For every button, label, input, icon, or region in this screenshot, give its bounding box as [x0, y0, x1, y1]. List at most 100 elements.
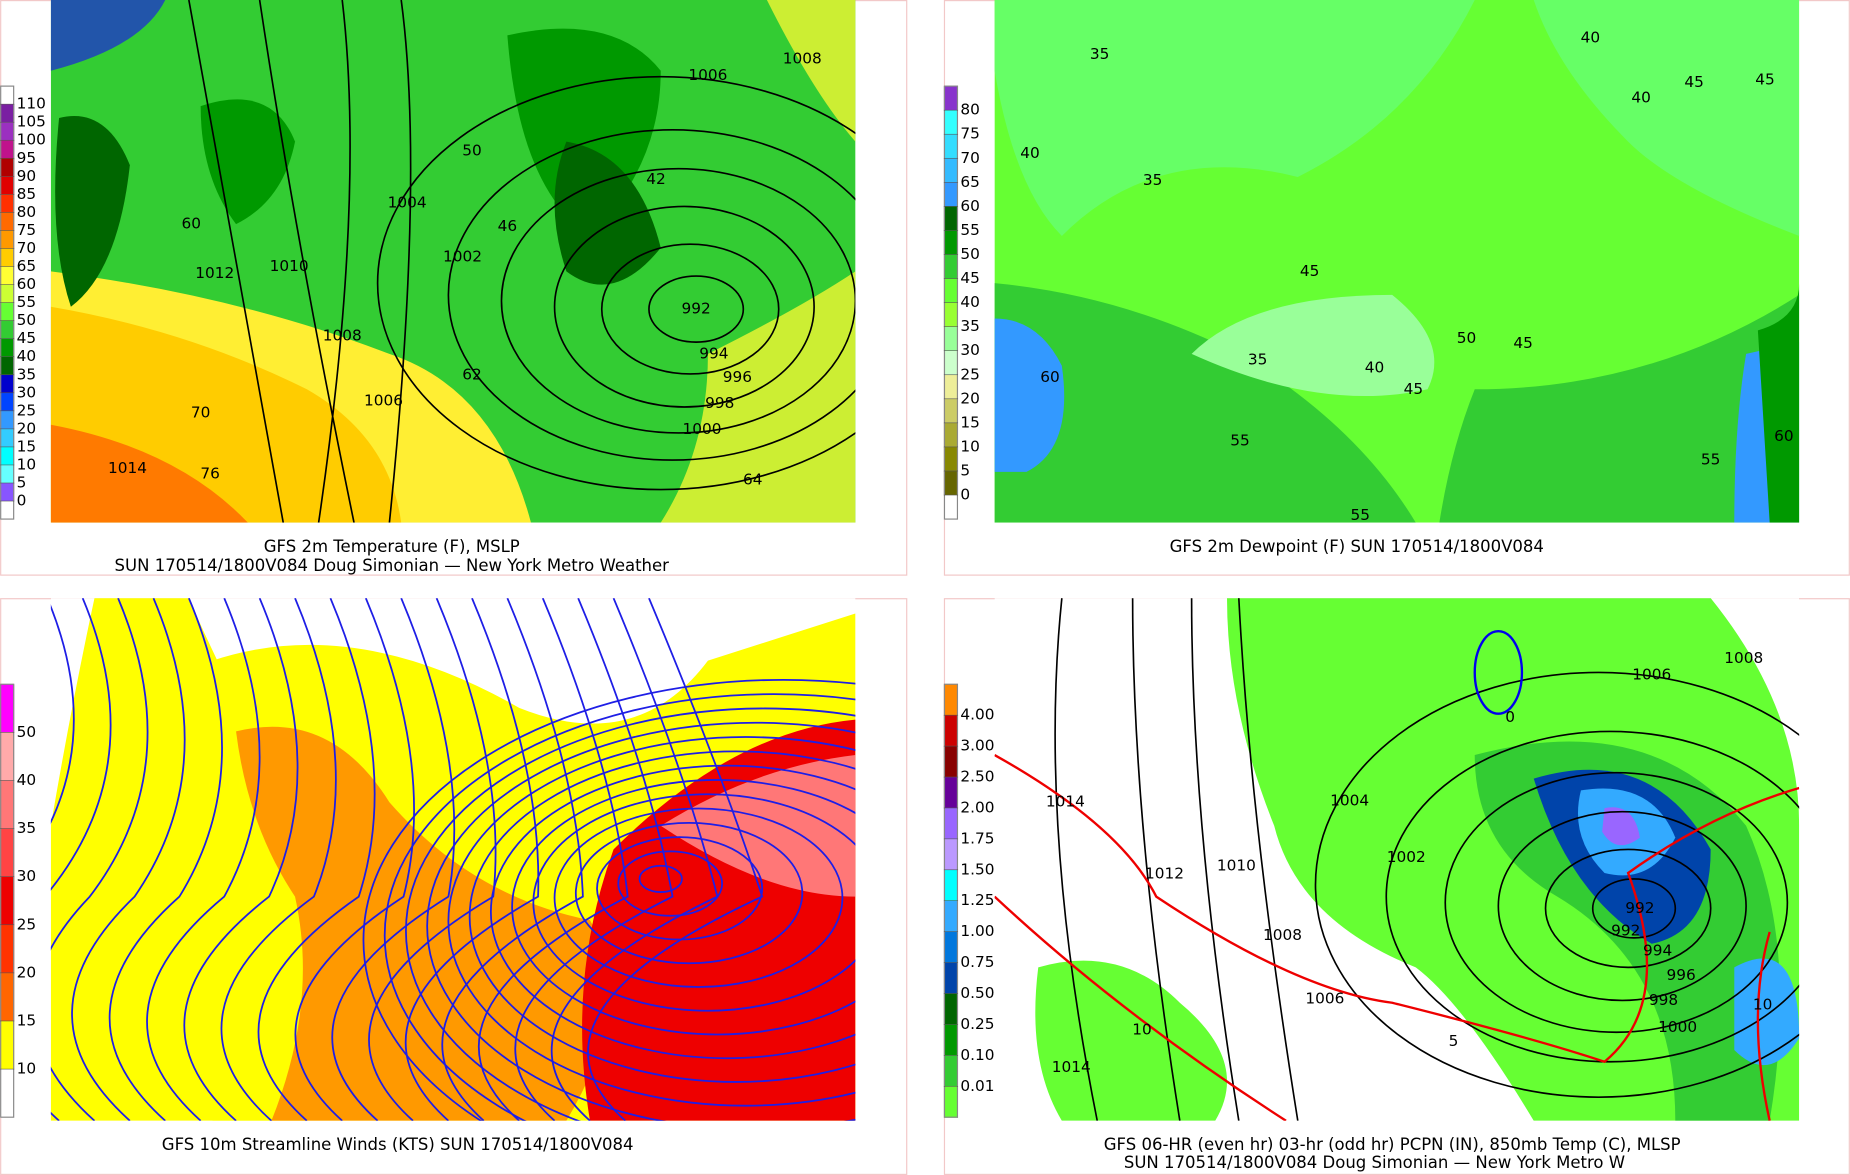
colorbar-label: 0 — [17, 492, 27, 510]
panel-caption: SUN 170514/1800V084 Doug Simonian — New … — [115, 556, 670, 575]
colorbar-label: 40 — [960, 293, 980, 311]
streamline — [478, 598, 629, 1121]
colorbar-band — [943, 110, 959, 135]
colorbar-band — [943, 777, 959, 809]
colorbar-band — [0, 446, 15, 466]
streamline — [383, 693, 856, 1121]
contour-label: 45 — [1300, 262, 1320, 280]
contour-label: 5 — [1449, 1032, 1459, 1050]
colorbar-band — [943, 869, 959, 902]
colorbar-label: 75 — [960, 125, 980, 143]
colorbar-band — [0, 1020, 15, 1070]
colorbar-label: 15 — [17, 437, 37, 455]
streamline — [331, 598, 456, 1121]
colorbar-band — [0, 338, 15, 358]
colorbar-band — [0, 392, 15, 412]
colorbar-label: 20 — [17, 419, 37, 437]
colorbar-label: 40 — [17, 347, 37, 365]
colorbar-label: 2.00 — [960, 798, 994, 816]
colorbar-band — [0, 410, 15, 430]
colorbar-label: 0.75 — [960, 953, 994, 971]
contour-label: 55 — [1701, 451, 1721, 469]
colorbar-label: 15 — [17, 1011, 37, 1029]
colorbar-band — [0, 122, 15, 141]
colorbar-label: 20 — [17, 963, 37, 981]
contour-label: 0 — [1505, 708, 1515, 726]
panel-caption: SUN 170514/1800V084 Doug Simonian — New … — [1124, 1153, 1625, 1172]
streamline — [550, 598, 719, 1121]
streamline — [50, 598, 149, 1121]
streamline — [468, 750, 856, 1083]
contour-label: 1004 — [1330, 792, 1369, 810]
colorbar-band — [943, 715, 959, 747]
contour-label: 62 — [462, 366, 482, 384]
streamline — [71, 598, 186, 1121]
streamline — [514, 598, 674, 1121]
colorbar-band — [0, 428, 15, 448]
contour-label: 35 — [1143, 171, 1163, 189]
contour-label: 55 — [1351, 506, 1371, 524]
streamline — [220, 598, 337, 1121]
colorbar-band — [943, 158, 959, 183]
streamline — [183, 598, 299, 1121]
colorbar-band — [943, 182, 959, 207]
contour-label: 1002 — [443, 248, 482, 266]
contour-label: 10 — [1753, 996, 1773, 1014]
contour-label: 40 — [1365, 359, 1385, 377]
streamline — [294, 598, 415, 1121]
contour-label: 60 — [1774, 427, 1794, 445]
colorbar-band — [943, 446, 959, 472]
streamline — [490, 764, 856, 1060]
colorbar-label: 0.01 — [960, 1077, 994, 1095]
contour-label: 1004 — [388, 193, 427, 211]
contour-label: 1010 — [1217, 856, 1256, 874]
contour-label: 994 — [699, 344, 728, 362]
contour-label: 1000 — [1658, 1018, 1697, 1036]
colorbar-band — [0, 684, 15, 733]
colorbar-label: 10 — [17, 455, 37, 473]
isobars — [1054, 598, 1800, 1121]
streamline — [405, 707, 856, 1121]
streamline — [617, 850, 723, 917]
colorbar-band — [0, 302, 15, 322]
contour-label: 1006 — [688, 66, 727, 84]
colorbar-band — [0, 501, 15, 520]
panel-caption: GFS 06-HR (even hr) 03-hr (odd hr) PCPN … — [1104, 1135, 1681, 1154]
colorbar-band — [0, 924, 15, 974]
contour-label: 1006 — [364, 392, 403, 410]
colorbar-band — [0, 1069, 15, 1118]
contour-label: 10 — [1132, 1020, 1152, 1038]
colorbar-label: 3.00 — [960, 737, 994, 755]
contour-label: 1012 — [195, 264, 234, 282]
colorbar-band — [943, 684, 959, 716]
colorbar-band — [943, 254, 959, 280]
isotherms — [994, 629, 1800, 1121]
colorbar-label: 10 — [17, 1060, 37, 1078]
colorbar-label: 35 — [960, 317, 980, 335]
colorbar-label: 25 — [17, 401, 37, 419]
colorbar-band — [943, 900, 959, 933]
colorbar-band — [0, 194, 15, 213]
isobars — [188, 0, 856, 523]
colorbar-label: 1.25 — [960, 891, 994, 909]
colorbar-label: 50 — [960, 245, 980, 263]
panel-caption: GFS 2m Temperature (F), MSLP — [264, 537, 520, 556]
colorbar-band — [0, 248, 15, 268]
colorbar-label: 0.10 — [960, 1046, 994, 1064]
colorbar-band — [0, 972, 15, 1022]
colorbar-band — [0, 140, 15, 159]
colorbar-band — [943, 374, 959, 400]
colorbar-band — [943, 993, 959, 1026]
colorbar-band — [943, 1055, 959, 1087]
colorbar-band — [943, 1086, 959, 1118]
colorbar-band — [943, 470, 959, 496]
contour-label: 60 — [1040, 368, 1060, 386]
colorbar-label: 0.50 — [960, 984, 994, 1002]
colorbar-label: 35 — [17, 819, 37, 837]
colorbar-label: 60 — [960, 197, 980, 215]
contour-label: 1008 — [323, 327, 362, 345]
colorbar-band — [0, 464, 15, 484]
colorbar-band — [0, 780, 15, 830]
colorbar-label: 1.00 — [960, 922, 994, 940]
colorbar-band — [0, 374, 15, 394]
